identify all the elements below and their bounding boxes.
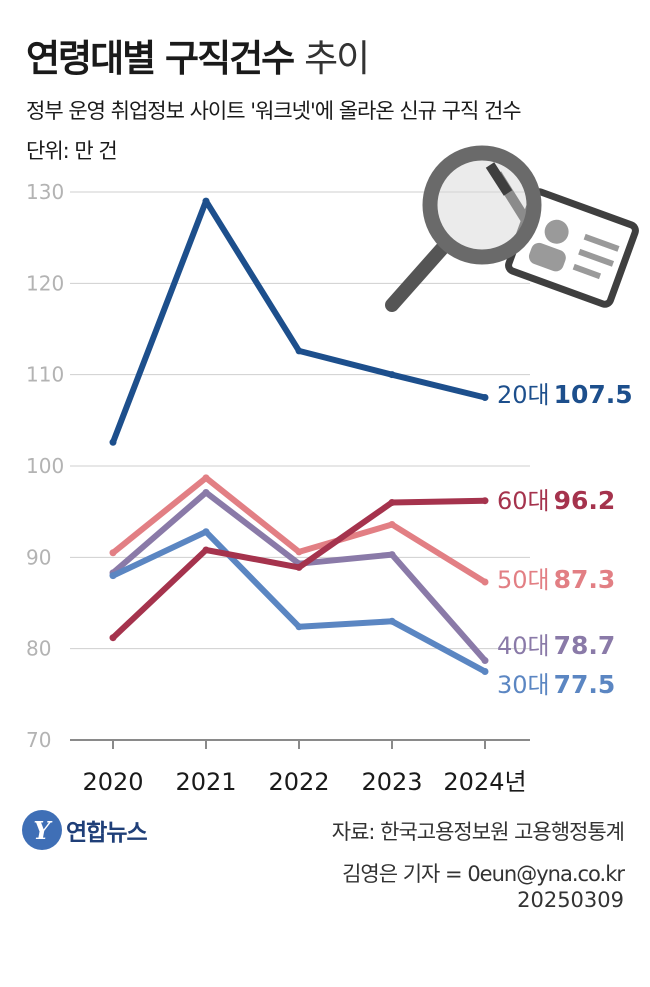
data-point xyxy=(295,548,303,556)
title-bold: 연령대별 구직건수 xyxy=(26,37,295,80)
data-point xyxy=(481,657,489,665)
data-point xyxy=(481,578,489,586)
y-tick-label: 70 xyxy=(26,728,51,752)
data-point xyxy=(202,546,210,554)
reporter-credit: 김영은 기자 = 0eun@yna.co.kr xyxy=(342,862,625,886)
publish-date: 20250309 xyxy=(517,888,624,912)
series-label: 40대 78.7 xyxy=(497,631,615,660)
series-end-value: 77.5 xyxy=(554,670,616,699)
data-point xyxy=(295,623,303,631)
series-end-value: 107.5 xyxy=(554,380,633,409)
unit-label: 단위: 만 건 xyxy=(26,139,118,163)
page-title: 연령대별 구직건수 추이 xyxy=(26,28,370,82)
grid: 70 80 90 100 110 120 130 2020 2021 2022 2023 2024년 xyxy=(26,180,530,796)
y-tick-label: 130 xyxy=(26,180,64,204)
source-note: 자료: 한국고용정보원 고용행정통계 xyxy=(331,820,625,844)
series-label: 20대 107.5 xyxy=(497,380,633,409)
data-point xyxy=(202,528,210,536)
x-tick-label: 2022 xyxy=(268,768,329,796)
data-point xyxy=(295,563,303,571)
series-name: 30대 xyxy=(497,671,550,699)
x-tick-label: 2024년 xyxy=(443,768,526,796)
logo-text: 연합뉴스 xyxy=(66,820,148,846)
y-tick-label: 100 xyxy=(26,454,64,478)
magnifier-id-card-icon xyxy=(385,145,639,312)
series-name: 60대 xyxy=(497,487,550,515)
series-name: 20대 xyxy=(497,381,550,409)
series-label: 30대 77.5 xyxy=(497,670,615,699)
y-tick-label: 110 xyxy=(26,363,64,387)
series-group xyxy=(109,197,489,675)
data-point xyxy=(202,197,210,205)
data-point xyxy=(388,617,396,625)
x-tick-label: 2020 xyxy=(82,768,143,796)
y-tick-label: 90 xyxy=(26,545,51,569)
data-point xyxy=(202,474,210,482)
data-point xyxy=(481,668,489,675)
series-line-20대 xyxy=(110,198,488,446)
x-tick-label: 2023 xyxy=(361,768,422,796)
title-light: 추이 xyxy=(304,37,370,80)
data-point xyxy=(388,499,396,507)
data-point xyxy=(481,497,489,505)
data-point xyxy=(109,572,117,580)
data-point xyxy=(481,394,489,401)
yonhap-logo-icon: Y xyxy=(22,810,62,850)
series-end-value: 87.3 xyxy=(554,565,616,594)
subtitle: 정부 운영 취업정보 사이트 '워크넷'에 올라온 신규 구직 건수 xyxy=(26,99,522,123)
series-label: 60대 96.2 xyxy=(497,486,615,515)
series-name: 40대 xyxy=(497,632,550,660)
data-point xyxy=(202,488,210,496)
data-point xyxy=(109,549,117,557)
x-tick-label: 2021 xyxy=(175,768,236,796)
data-point xyxy=(109,438,117,446)
y-tick-label: 120 xyxy=(26,271,64,295)
data-point xyxy=(109,634,117,642)
data-point xyxy=(295,347,303,355)
series-name: 50대 xyxy=(497,566,550,594)
data-point xyxy=(388,520,396,528)
data-point xyxy=(388,551,396,559)
series-end-value: 96.2 xyxy=(554,486,616,515)
series-line-40대 xyxy=(110,489,488,664)
series-label: 50대 87.3 xyxy=(497,565,615,594)
data-point xyxy=(388,371,396,379)
logo: Y 연합뉴스 xyxy=(22,810,148,850)
series-end-value: 78.7 xyxy=(554,631,616,660)
y-tick-label: 80 xyxy=(26,637,51,661)
